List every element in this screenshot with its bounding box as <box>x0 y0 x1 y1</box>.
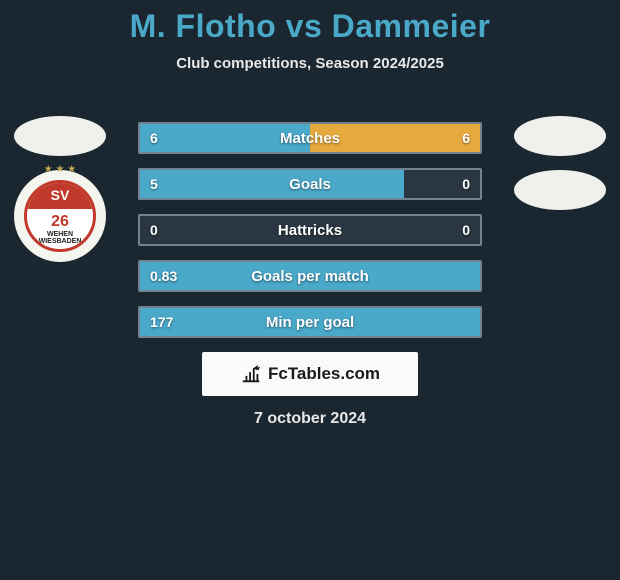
stat-right-value: 0 <box>462 170 470 198</box>
subtitle: Club competitions, Season 2024/2025 <box>0 55 620 72</box>
left-player-logos: ★ ★ ★ SV 26 WEHEN WIESBADEN <box>14 116 106 262</box>
stat-row: Goals per match0.83 <box>138 260 482 292</box>
stat-left-value: 177 <box>150 308 173 336</box>
stat-label: Hattricks <box>140 216 480 244</box>
stat-right-value: 0 <box>462 216 470 244</box>
comparison-bars: Matches66Goals50Hattricks00Goals per mat… <box>138 122 482 352</box>
date-label: 7 october 2024 <box>0 410 620 428</box>
right-oval-logo-1 <box>514 116 606 156</box>
badge-stars-icon: ★ ★ ★ <box>14 164 106 175</box>
badge-inner: SV 26 WEHEN WIESBADEN <box>24 180 96 252</box>
stat-label: Goals per match <box>140 262 480 290</box>
brand-box[interactable]: FcTables.com <box>202 352 418 396</box>
brand-text: FcTables.com <box>268 364 380 384</box>
header: M. Flotho vs Dammeier Club competitions,… <box>0 0 620 72</box>
stat-label: Goals <box>140 170 480 198</box>
page-title: M. Flotho vs Dammeier <box>0 8 620 45</box>
stat-right-value: 6 <box>462 124 470 152</box>
left-oval-logo <box>14 116 106 156</box>
badge-bottom-text: WEHEN WIESBADEN <box>27 231 93 245</box>
left-club-badge: ★ ★ ★ SV 26 WEHEN WIESBADEN <box>14 170 106 262</box>
stat-left-value: 0.83 <box>150 262 177 290</box>
brand-chart-icon <box>240 363 262 385</box>
stat-left-value: 5 <box>150 170 158 198</box>
stat-row: Hattricks0 0 <box>138 214 482 246</box>
stat-row: Goals5 0 <box>138 168 482 200</box>
badge-initials: SV <box>27 181 93 209</box>
stat-left-value: 0 <box>150 216 158 244</box>
stat-left-value: 6 <box>150 124 158 152</box>
badge-number: 26 <box>27 213 93 231</box>
right-player-logos <box>514 116 606 224</box>
stat-label: Matches <box>140 124 480 152</box>
stat-label: Min per goal <box>140 308 480 336</box>
stat-row: Min per goal177 <box>138 306 482 338</box>
stat-row: Matches6 6 <box>138 122 482 154</box>
right-oval-logo-2 <box>514 170 606 210</box>
